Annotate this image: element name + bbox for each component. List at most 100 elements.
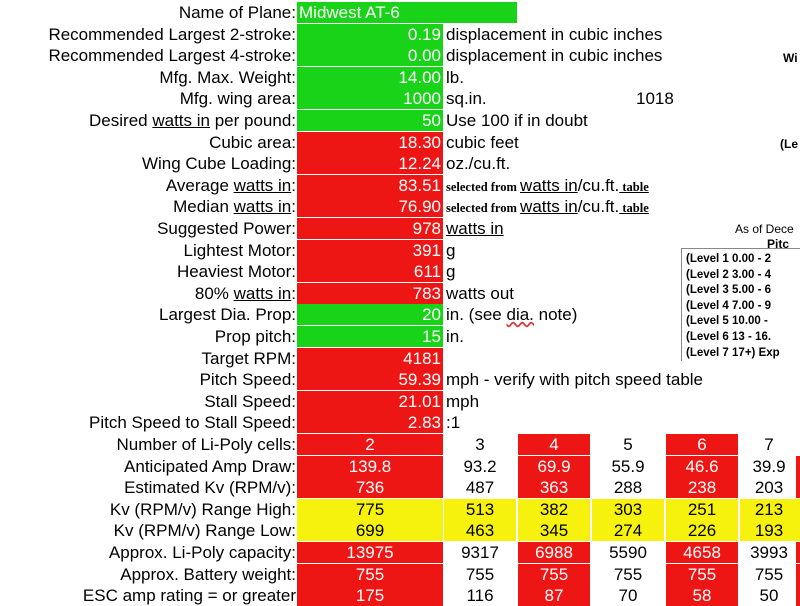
data-cell[interactable]: 345 xyxy=(518,520,590,542)
data-cell[interactable]: 55.9 xyxy=(592,455,664,477)
data-cell[interactable]: 755 xyxy=(444,563,516,585)
extra-value: 1018 xyxy=(636,89,674,109)
value-cell[interactable]: 20 xyxy=(297,304,443,326)
value-cell[interactable]: 978 xyxy=(297,218,443,239)
data-cell[interactable]: 193 xyxy=(740,520,798,542)
row-label: Mfg. Max. Weight: xyxy=(159,67,296,87)
as-of-text: As of Dece xyxy=(735,222,794,236)
level-range: 10.00 - xyxy=(732,315,768,328)
value-cell[interactable]: 18.30 xyxy=(297,131,443,153)
data-cell[interactable]: 699 xyxy=(297,520,443,542)
sheet-row: Stall Speed: 21.01 mph xyxy=(0,390,800,412)
data-cell[interactable]: 46.6 xyxy=(666,455,738,477)
row-label: Pitch Speed: xyxy=(199,370,296,390)
data-cell[interactable]: 213 xyxy=(740,498,798,520)
data-cell[interactable]: 238 xyxy=(666,477,738,499)
value-cell[interactable]: 783 xyxy=(297,282,443,304)
data-cell[interactable]: 513 xyxy=(444,498,516,520)
value-cell[interactable]: 50 xyxy=(297,110,443,131)
data-cell[interactable]: 226 xyxy=(666,520,738,542)
data-cell[interactable]: 251 xyxy=(666,498,738,520)
value-cell[interactable]: 0.00 xyxy=(297,45,443,67)
row-label: Wing Cube Loading: xyxy=(141,154,296,174)
cell-count[interactable]: 2 xyxy=(297,434,443,455)
data-cell[interactable]: 93.2 xyxy=(444,455,516,477)
level-range: 13 - 16. xyxy=(732,331,772,343)
data-cell[interactable]: 9317 xyxy=(444,542,516,563)
cell-count[interactable]: 3 xyxy=(444,434,516,455)
cell-count[interactable]: 5 xyxy=(592,434,664,455)
data-cell[interactable]: 3993 xyxy=(740,542,798,563)
row-note: sq.in. xyxy=(446,89,487,109)
data-cell[interactable]: 382 xyxy=(518,498,590,520)
data-cell[interactable]: 755 xyxy=(592,563,664,585)
value-cell[interactable]: 0.19 xyxy=(297,23,443,45)
value-cell[interactable]: Midwest AT-6 xyxy=(297,2,517,23)
data-cell[interactable]: 6988 xyxy=(518,542,590,563)
row-note: Use 100 if in doubt xyxy=(446,111,588,130)
data-cell[interactable]: 4658 xyxy=(666,542,738,563)
cell-count[interactable]: 4 xyxy=(518,434,590,455)
data-cell[interactable]: 175 xyxy=(297,585,443,606)
row-label: 80% watts in: xyxy=(194,283,296,303)
value-cell[interactable]: 1000 xyxy=(297,88,443,110)
data-cell[interactable]: 58 xyxy=(666,585,738,606)
data-cell[interactable]: 463 xyxy=(444,520,516,542)
note-underlined: watts in xyxy=(520,175,578,195)
row-note: displacement in cubic inches xyxy=(446,24,663,44)
sheet-row: Prop pitch: 15 in. xyxy=(0,326,800,347)
sheet-row: Median watts in: 76.90 selected from watts… xyxy=(0,196,800,218)
data-cell[interactable]: 87 xyxy=(518,585,590,606)
data-cell[interactable]: 736 xyxy=(297,477,443,499)
data-cell[interactable]: 288 xyxy=(592,477,664,499)
data-cell[interactable]: 755 xyxy=(666,563,738,585)
note-spellcheck: dia. xyxy=(506,305,534,325)
row-label: Average watts in: xyxy=(165,175,296,195)
note-table: table xyxy=(619,179,649,194)
level-name: (Level 4 xyxy=(686,299,733,312)
data-cell[interactable]: 13975 xyxy=(297,542,443,563)
value-cell[interactable]: 14.00 xyxy=(297,66,443,88)
value-cell[interactable]: 83.51 xyxy=(297,174,443,196)
data-cell[interactable]: 487 xyxy=(444,477,516,499)
data-cell[interactable]: 363 xyxy=(518,477,590,499)
label-underlined: watts in xyxy=(233,283,292,303)
value-cell[interactable]: 4181 xyxy=(297,347,443,369)
row-note: :1 xyxy=(446,413,461,433)
data-cell[interactable]: 274 xyxy=(592,520,664,542)
value-cell[interactable]: 12.24 xyxy=(297,153,443,175)
row-note: displacement in cubic inches xyxy=(446,46,663,66)
row-label: Prop pitch: xyxy=(214,327,296,346)
sheet-row: Suggested Power: 978 watts in xyxy=(0,218,800,239)
data-cell[interactable]: 5590 xyxy=(592,542,664,563)
data-cell[interactable]: 755 xyxy=(740,563,798,585)
row-label: Recommended Largest 4-stroke: xyxy=(48,46,296,66)
row-note: mph - verify with pitch speed table xyxy=(446,370,704,390)
cell-count[interactable]: 7 xyxy=(740,434,798,455)
value-cell[interactable]: 21.01 xyxy=(297,390,443,412)
value-cell[interactable]: 76.90 xyxy=(297,196,443,218)
level-entry: (Level 6 13 - 16. xyxy=(686,331,771,343)
value-cell[interactable]: 391 xyxy=(297,239,443,261)
value-cell[interactable]: 2.83 xyxy=(297,412,443,434)
data-cell[interactable]: 50 xyxy=(740,585,798,606)
data-cell[interactable]: 39.9 xyxy=(740,455,798,477)
row-label: Lightest Motor: xyxy=(183,240,296,260)
label-underlined: watts in xyxy=(233,175,292,195)
data-cell[interactable]: 139.8 xyxy=(297,455,443,477)
cell-count[interactable]: 6 xyxy=(666,434,738,455)
data-cell[interactable]: 775 xyxy=(297,498,443,520)
data-cell[interactable]: 70 xyxy=(592,585,664,606)
cells-data-row: Anticipated Amp Draw: 139.8 93.2 69.9 55.9 46… xyxy=(0,455,800,477)
data-cell[interactable]: 755 xyxy=(518,563,590,585)
data-cell[interactable]: 203 xyxy=(740,477,798,499)
edge-cell xyxy=(796,498,800,520)
data-cell[interactable]: 69.9 xyxy=(518,455,590,477)
data-cell[interactable]: 303 xyxy=(592,498,664,520)
value-cell[interactable]: 15 xyxy=(297,326,443,347)
value-cell[interactable]: 611 xyxy=(297,261,443,283)
value-cell[interactable]: 59.39 xyxy=(297,369,443,391)
data-cell[interactable]: 116 xyxy=(444,585,516,606)
sheet-row: Average watts in: 83.51 selected from watt… xyxy=(0,174,800,196)
data-cell[interactable]: 755 xyxy=(297,563,443,585)
